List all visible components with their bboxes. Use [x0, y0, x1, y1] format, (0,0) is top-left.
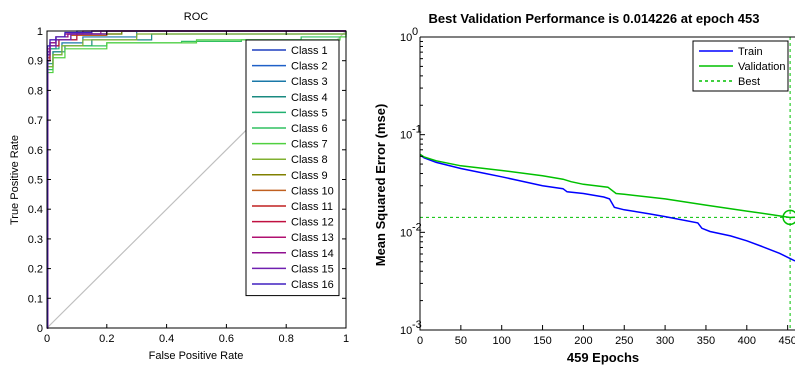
- roc-legend-label: Class 13: [291, 232, 334, 244]
- perf-y-tick-exponent: 0: [412, 26, 418, 38]
- roc-y-tick-label: 0.3: [28, 234, 43, 246]
- roc-legend-label: Class 10: [291, 185, 334, 197]
- perf-y-tick-label: 10: [400, 32, 412, 44]
- perf-y-tick-label: 10: [400, 227, 412, 239]
- perf-y-tick-exponent: -2: [412, 221, 422, 233]
- perf-legend-label: Train: [738, 46, 763, 58]
- roc-y-tick-label: 1: [37, 26, 43, 38]
- roc-y-tick-label: 0.1: [28, 293, 43, 305]
- roc-legend-label: Class 8: [291, 154, 328, 166]
- roc-y-axis-label: True Positive Rate: [9, 135, 21, 225]
- roc-x-tick-label: 0.8: [279, 333, 294, 345]
- roc-x-tick-label: 0.4: [159, 333, 174, 345]
- perf-x-tick-label: 50: [455, 335, 467, 347]
- roc-legend-label: Class 1: [291, 45, 328, 57]
- roc-legend-label: Class 14: [291, 248, 334, 260]
- roc-x-ticks: 0 0.2 0.4 0.6 0.8 1: [44, 31, 349, 345]
- roc-x-tick-label: 1: [343, 333, 349, 345]
- roc-legend-label: Class 9: [291, 170, 328, 182]
- roc-legend-label: Class 16: [291, 279, 334, 291]
- roc-y-tick-label: 0.5: [28, 175, 43, 187]
- roc-title: ROC: [184, 11, 209, 23]
- roc-y-tick-label: 0.6: [28, 145, 43, 157]
- roc-legend-label: Class 12: [291, 217, 334, 229]
- perf-x-axis-label: 459 Epochs: [567, 350, 639, 365]
- perf-legend-label: Validation: [738, 61, 786, 73]
- perf-series-line: [419, 154, 795, 262]
- perf-y-tick-exponent: -3: [412, 319, 422, 331]
- perf-legend: Train Validation Best: [692, 40, 789, 92]
- roc-y-tick-label: 0.8: [28, 85, 43, 97]
- roc-legend-label: Class 15: [291, 263, 334, 275]
- perf-x-tick-label: 300: [656, 335, 674, 347]
- roc-x-tick-label: 0: [44, 333, 50, 345]
- roc-legend-label: Class 4: [291, 92, 328, 104]
- perf-x-tick-label: 200: [574, 335, 592, 347]
- roc-y-tick-label: 0: [37, 323, 43, 335]
- perf-x-ticks: 0 50 100 150 200 250 300 350 400 450: [417, 325, 795, 347]
- roc-series-line: [46, 31, 347, 329]
- perf-x-tick-label: 100: [493, 335, 511, 347]
- roc-legend-label: Class 3: [291, 76, 328, 88]
- perf-legend-label: Best: [738, 76, 760, 88]
- roc-y-tick-label: 0.4: [28, 204, 43, 216]
- perf-x-tick-label: 0: [417, 335, 423, 347]
- roc-y-tick-label: 0.9: [28, 56, 43, 68]
- roc-x-axis-label: False Positive Rate: [149, 350, 244, 362]
- roc-y-ticks: 0 0.1 0.2 0.3 0.4 0.5 0.6 0.7 0.8 0.9 1: [28, 26, 346, 335]
- roc-legend-label: Class 6: [291, 123, 328, 135]
- perf-x-tick-label: 350: [697, 335, 715, 347]
- perf-y-tick-label: 10: [400, 325, 412, 337]
- perf-y-tick-exponent: -1: [412, 124, 422, 136]
- roc-y-tick-label: 0.2: [28, 264, 43, 276]
- roc-legend-label: Class 7: [291, 139, 328, 151]
- roc-legend: Class 1 Class 2 Class 3 Class 4 Class 5 Class…: [245, 39, 340, 297]
- perf-x-tick-label: 250: [615, 335, 633, 347]
- roc-x-tick-label: 0.6: [219, 333, 234, 345]
- roc-legend-label: Class 11: [291, 201, 333, 213]
- roc-y-tick-label: 0.7: [28, 115, 43, 127]
- roc-legend-label: Class 2: [291, 61, 328, 73]
- perf-y-tick-label: 10: [400, 130, 412, 142]
- perf-x-tick-label: 150: [533, 335, 551, 347]
- perf-y-axis-label: Mean Squared Error (mse): [373, 104, 388, 267]
- roc-x-tick-label: 0.2: [99, 333, 114, 345]
- roc-legend-label: Class 5: [291, 107, 328, 119]
- perf-title: Best Validation Performance is 0.014226 …: [429, 11, 760, 26]
- roc-series-line: [46, 30, 346, 329]
- perf-best-marker: [782, 209, 795, 226]
- perf-x-tick-label: 450: [778, 335, 795, 347]
- perf-x-tick-label: 400: [738, 335, 756, 347]
- perf-series-line: [419, 153, 795, 219]
